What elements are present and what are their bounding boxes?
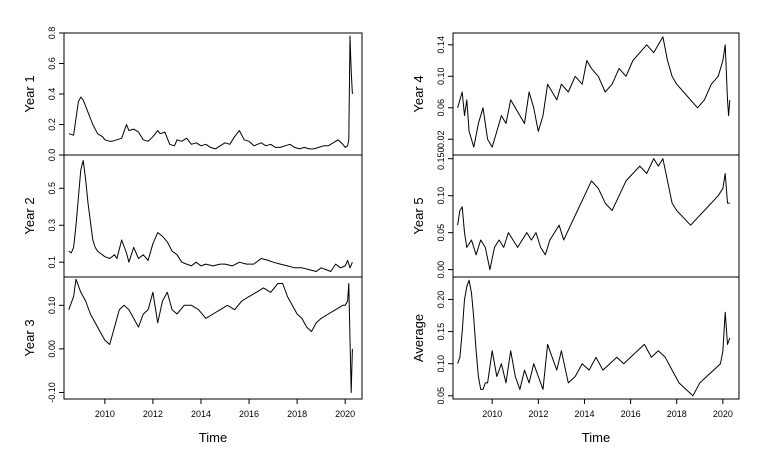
panel-year-2: 0.1 0.3 0.5 Year 2: [22, 154, 363, 278]
series-line-average: [457, 279, 731, 397]
panel-average: 0.05 0.10 0.15 0.20 Average: [411, 276, 740, 405]
series-line-year-3: [68, 278, 353, 393]
x-tick-label: 2016: [621, 409, 641, 419]
left-column: 0.0 0.2 0.4 0.6 0.8 Year 1 0.1 0.3 0.5 Year 2 -0.1…: [22, 27, 363, 445]
y-tick-label-average: 0.15: [436, 323, 446, 341]
x-tick-label: 2018: [667, 409, 687, 419]
x-tick-label: 2010: [482, 409, 502, 419]
y-tick-label-year-2: 0.3: [47, 219, 57, 232]
y-tick-label-year-5: 0.00: [436, 261, 446, 279]
y-axis-label-year-2: Year 2: [22, 197, 37, 234]
series-line-year-5: [457, 158, 730, 271]
y-tick-label-year-1: 0.8: [47, 27, 57, 40]
x-tick-label: 2016: [239, 409, 259, 419]
y-tick-label-average: 0.10: [436, 355, 446, 373]
x-axis-label: Time: [199, 430, 227, 445]
series-line-year-1: [68, 35, 353, 150]
y-axis-label-year-4: Year 4: [411, 75, 426, 112]
x-tick-label: 2010: [95, 409, 115, 419]
y-tick-label-year-3: 0.10: [47, 297, 57, 315]
right-column: 0.02 0.06 0.10 0.14 Year 4 0.00 0.05 0.10 0.150 Y…: [411, 32, 740, 445]
panel-year-4: 0.02 0.06 0.10 0.14 Year 4: [411, 32, 740, 156]
y-tick-label-average: 0.05: [436, 387, 446, 405]
x-tick-label: 2014: [191, 409, 211, 419]
x-tick-label: 2012: [528, 409, 548, 419]
y-tick-label-year-3: -0.10: [47, 382, 57, 403]
x-tick-label: 2014: [574, 409, 594, 419]
y-tick-label-year-4: 0.06: [436, 99, 446, 117]
y-tick-label-year-1: 0.2: [47, 118, 57, 131]
x-tick-label: 2020: [713, 409, 733, 419]
y-tick-label-year-1: 0.4: [47, 88, 57, 101]
y-axis-label-average: Average: [411, 314, 426, 362]
panel-frame-year-1: [63, 32, 363, 156]
panel-frame-average: [452, 276, 740, 400]
y-tick-label-year-5: 0.05: [436, 224, 446, 242]
y-tick-label-average: 0.20: [436, 291, 446, 309]
y-tick-label-year-4: 0.10: [436, 68, 446, 86]
panel-year-1: 0.0 0.2 0.4 0.6 0.8 Year 1: [22, 27, 363, 162]
y-tick-label-year-5: 0.150: [436, 147, 446, 170]
x-axis-col-right: 2010 2012 2014 2016 2018 2020 Time: [482, 399, 733, 445]
panel-frame-year-4: [452, 32, 740, 156]
x-axis-col-left: 2010 2012 2014 2016 2018 2020 Time: [95, 399, 355, 445]
y-tick-label-year-1: 0.6: [47, 57, 57, 70]
series-line-year-4: [457, 36, 731, 148]
x-tick-label: 2020: [335, 409, 355, 419]
y-tick-label-year-4: 0.02: [436, 130, 446, 148]
y-axis-label-year-5: Year 5: [411, 197, 426, 234]
panel-frame-year-5: [452, 154, 740, 278]
panel-frame-year-2: [63, 154, 363, 278]
y-tick-label-year-1: 0.0: [47, 149, 57, 162]
y-tick-label-year-4: 0.14: [436, 36, 446, 54]
y-tick-label-year-3: 0.00: [47, 340, 57, 358]
y-tick-label-year-2: 0.5: [47, 182, 57, 195]
y-axis-label-year-1: Year 1: [22, 75, 37, 112]
panel-year-3: -0.10 0.00 0.10 Year 3: [22, 276, 363, 403]
y-tick-label-year-2: 0.1: [47, 256, 57, 269]
x-axis-label: Time: [582, 430, 610, 445]
y-axis-label-year-3: Year 3: [22, 319, 37, 356]
x-tick-label: 2018: [287, 409, 307, 419]
panel-frame-year-3: [63, 276, 363, 400]
x-tick-label: 2012: [143, 409, 163, 419]
series-line-year-2: [68, 160, 353, 272]
y-tick-label-year-5: 0.10: [436, 187, 446, 205]
panel-year-5: 0.00 0.05 0.10 0.150 Year 5: [411, 147, 740, 279]
